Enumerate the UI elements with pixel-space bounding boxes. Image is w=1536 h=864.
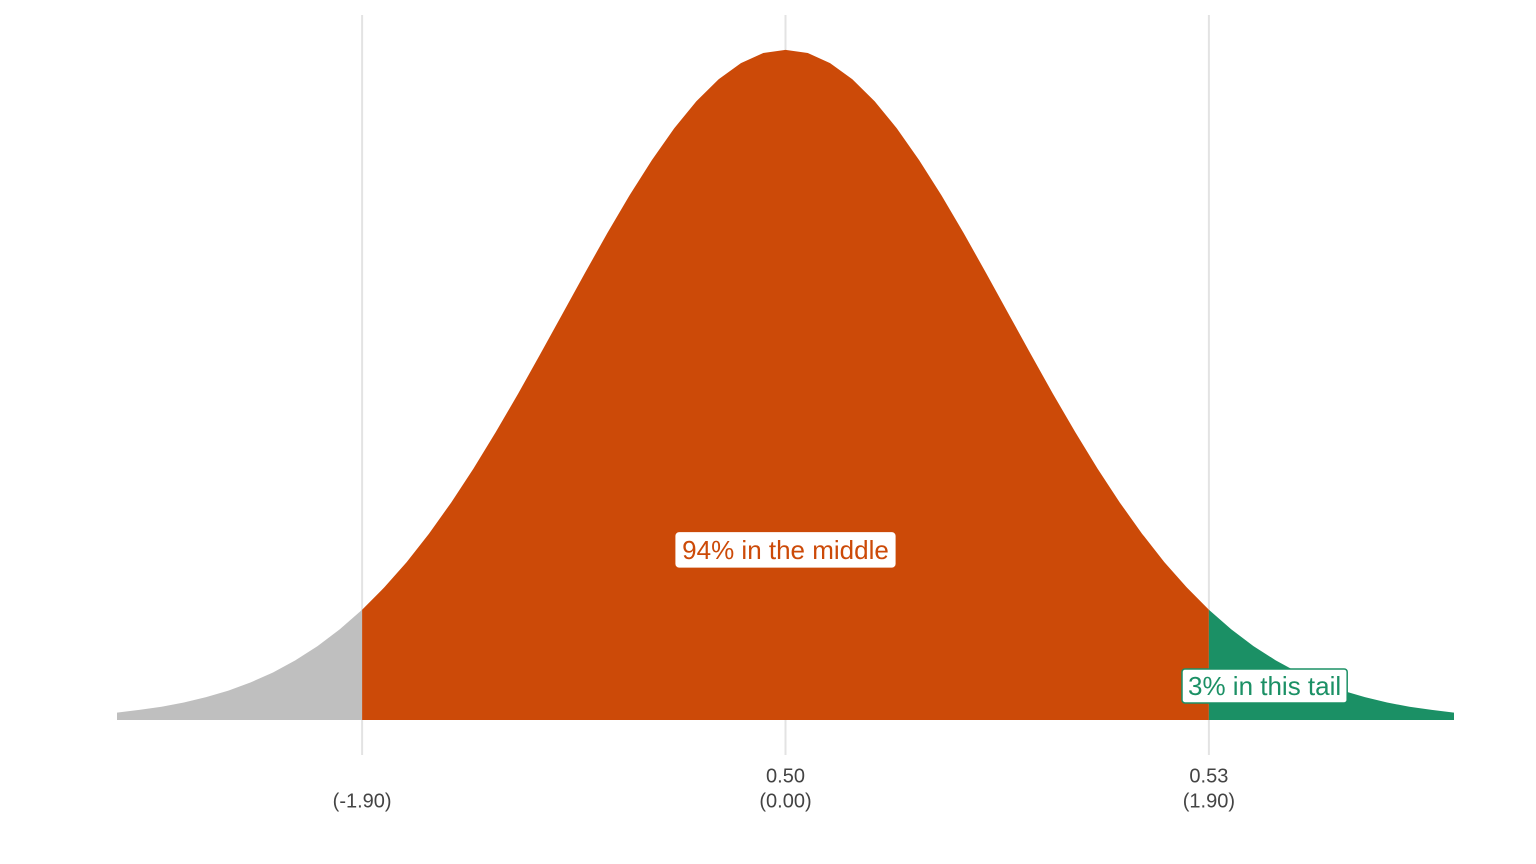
annotation-box: [675, 532, 896, 568]
annotation: 3% in this tail: [1181, 668, 1348, 704]
annotation: 94% in the middle: [675, 532, 896, 568]
x-tick-label: 0.50: [766, 765, 805, 787]
x-tick-label: 0.53: [1189, 765, 1228, 787]
x-tick-label: (0.00): [759, 790, 811, 812]
annotation-text: 94% in the middle: [682, 535, 889, 565]
annotation-text: 3% in this tail: [1188, 671, 1341, 701]
density-area: [117, 609, 363, 720]
annotation-box: [1181, 668, 1348, 704]
x-tick-label: (-1.90): [333, 790, 392, 812]
density-area: [362, 49, 1209, 720]
x-tick-label: (1.90): [1183, 790, 1235, 812]
